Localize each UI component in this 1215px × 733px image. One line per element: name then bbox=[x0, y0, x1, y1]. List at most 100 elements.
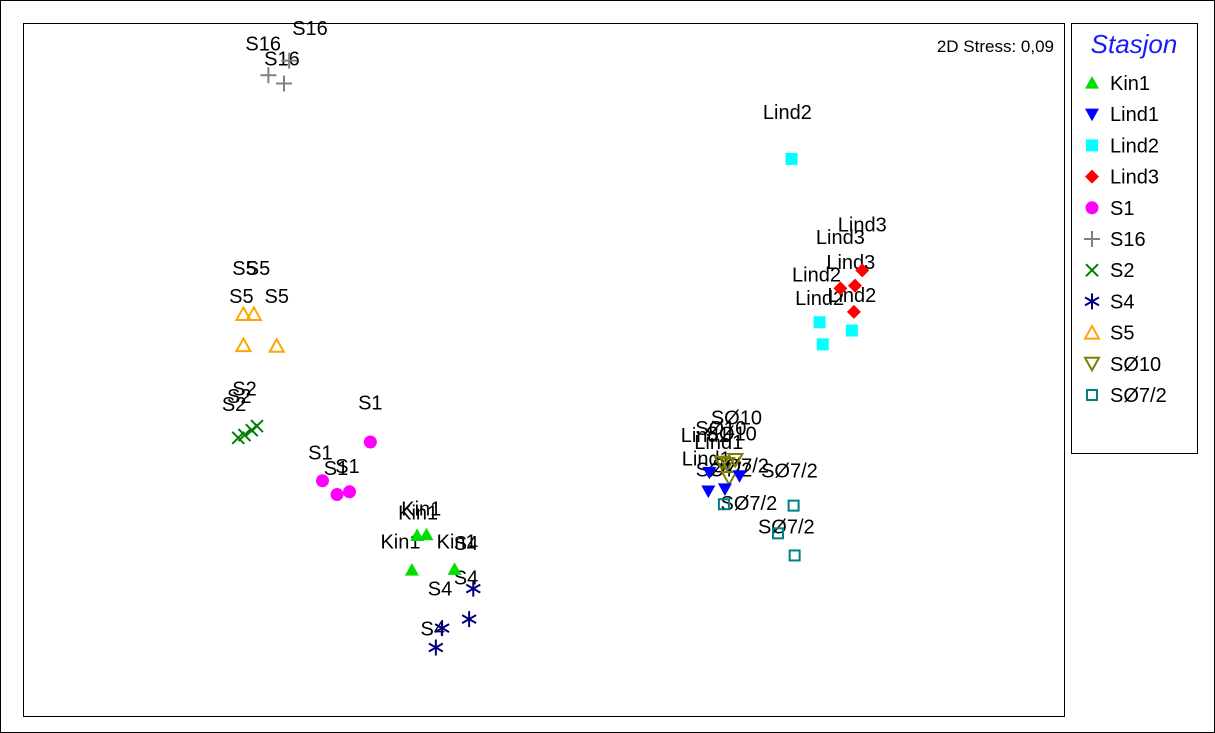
point-label-lind2-8: Lind2 bbox=[795, 288, 844, 310]
legend-item-s1: S1 bbox=[1085, 198, 1134, 220]
point-so7-2-4 bbox=[788, 549, 801, 562]
point-s16-3 bbox=[276, 75, 292, 92]
point-label-so7-2-38: SØ7/2 bbox=[721, 493, 778, 515]
legend-item-s4: S4 bbox=[1084, 291, 1134, 313]
point-s4-1 bbox=[465, 580, 481, 597]
legend-label-s4: S4 bbox=[1110, 291, 1134, 313]
legend: Stasjon Kin1 Lind1 Lind2 Lind3 S1 S16 S2 S4 S5 SØ… bbox=[1071, 23, 1198, 454]
point-so7-2-1 bbox=[717, 498, 730, 511]
point-label-kin1-24: Kin1 bbox=[437, 532, 477, 554]
point-lind1-2 bbox=[732, 470, 747, 483]
point-label-s1-19: S1 bbox=[335, 456, 359, 478]
point-label-s5-12: S5 bbox=[229, 286, 253, 308]
point-label-s2-16: S2 bbox=[222, 394, 246, 416]
legend-item-lind3: Lind3 bbox=[1085, 167, 1159, 189]
legend-item-s5: S5 bbox=[1083, 323, 1134, 345]
legend-marker-s4 bbox=[1084, 293, 1100, 310]
point-label-lind2-3: Lind2 bbox=[763, 102, 812, 124]
point-so10-1 bbox=[713, 455, 731, 472]
legend-item-kin1: Kin1 bbox=[1085, 73, 1150, 95]
point-s5-1 bbox=[234, 305, 253, 321]
legend-label-kin1: Kin1 bbox=[1110, 73, 1150, 95]
legend-marker-lind2 bbox=[1086, 139, 1098, 152]
point-label-s2-15: S2 bbox=[227, 386, 251, 408]
point-label-s5-13: S5 bbox=[264, 286, 288, 308]
point-s5-4 bbox=[268, 337, 286, 353]
legend-label-lind2: Lind2 bbox=[1110, 135, 1159, 157]
point-s1-2 bbox=[315, 474, 329, 488]
point-label-s5-11: S5 bbox=[246, 258, 270, 280]
point-labels: S16S16S16Lind2Lind3Lind3Lind3Lind2Lind2L… bbox=[222, 18, 887, 641]
plot-area bbox=[23, 23, 1065, 717]
point-lind1-1 bbox=[702, 466, 717, 480]
point-s16-2 bbox=[281, 52, 298, 69]
point-s2-2 bbox=[237, 428, 252, 442]
legend-item-so10: SØ10 bbox=[1083, 354, 1161, 376]
point-label-so10-30: SØ10 bbox=[695, 418, 746, 440]
point-label-s1-20: S1 bbox=[324, 458, 348, 480]
point-s4-4 bbox=[428, 639, 444, 656]
legend-items: Kin1 Lind1 Lind2 Lind3 S1 S16 S2 S4 S5 SØ10 SØ7/2 bbox=[1083, 73, 1167, 407]
point-label-s1-18: S1 bbox=[308, 442, 332, 464]
point-label-lind2-7: Lind2 bbox=[792, 264, 841, 286]
point-lind2-2 bbox=[813, 316, 826, 329]
data-points bbox=[231, 52, 870, 656]
legend-item-lind2: Lind2 bbox=[1086, 135, 1159, 157]
point-label-lind3-5: Lind3 bbox=[816, 227, 865, 249]
point-label-kin1-21: Kin1 bbox=[401, 498, 441, 520]
point-s1-1 bbox=[363, 435, 377, 449]
point-so10-3 bbox=[726, 452, 745, 469]
point-lind2-3 bbox=[845, 324, 858, 337]
legend-item-lind1: Lind1 bbox=[1085, 104, 1159, 126]
point-lind3-2 bbox=[847, 278, 862, 293]
point-label-s4-28: S4 bbox=[420, 619, 444, 641]
legend-item-s16: S16 bbox=[1084, 229, 1146, 251]
point-kin1-1 bbox=[410, 528, 425, 541]
point-label-kin1-23: Kin1 bbox=[380, 532, 420, 554]
legend-label-so10: SØ10 bbox=[1110, 354, 1161, 376]
point-label-so7-2-39: SØ7/2 bbox=[758, 516, 815, 538]
point-label-s2-14: S2 bbox=[232, 379, 256, 401]
point-lind1-4 bbox=[717, 483, 732, 497]
point-lind3-1 bbox=[855, 263, 870, 278]
legend-label-s5: S5 bbox=[1110, 323, 1134, 345]
point-label-lind1-33: Lind1 bbox=[694, 432, 743, 454]
legend-marker-s16 bbox=[1084, 231, 1100, 247]
legend-label-so7-2: SØ7/2 bbox=[1110, 385, 1167, 407]
legend-label-s16: S16 bbox=[1110, 229, 1146, 251]
point-so10-4 bbox=[720, 470, 738, 487]
point-lind2-4 bbox=[816, 338, 829, 351]
point-label-so7-2-37: SØ7/2 bbox=[761, 460, 818, 482]
point-label-s16-2: S16 bbox=[264, 49, 300, 71]
point-s16-1 bbox=[260, 67, 277, 84]
point-label-kin1-22: Kin1 bbox=[398, 502, 438, 524]
legend-label-s1: S1 bbox=[1110, 198, 1134, 220]
point-so7-2-3 bbox=[772, 527, 784, 540]
point-s4-2 bbox=[461, 611, 477, 628]
legend-title: Stasjon bbox=[1091, 29, 1178, 59]
point-s2-4 bbox=[250, 419, 264, 433]
point-s5-2 bbox=[245, 305, 263, 321]
legend-marker-lind3 bbox=[1085, 169, 1099, 184]
point-label-s4-25: S4 bbox=[454, 533, 478, 555]
legend-marker-kin1 bbox=[1085, 76, 1099, 89]
legend-marker-so7-2 bbox=[1086, 389, 1098, 401]
legend-marker-s1 bbox=[1085, 201, 1099, 215]
legend-marker-lind1 bbox=[1085, 108, 1099, 122]
point-so7-2-2 bbox=[787, 499, 800, 512]
point-label-s1-17: S1 bbox=[358, 392, 382, 414]
point-lind2-1 bbox=[785, 152, 798, 165]
point-label-so10-31: SØ10 bbox=[706, 424, 757, 446]
legend-marker-s2 bbox=[1085, 263, 1099, 277]
point-kin1-3 bbox=[404, 562, 419, 576]
point-lind3-4 bbox=[846, 304, 861, 319]
legend-label-lind3: Lind3 bbox=[1110, 167, 1159, 189]
point-s1-3 bbox=[330, 488, 344, 502]
point-label-s5-10: S5 bbox=[232, 258, 256, 280]
point-label-lind1-32: Lind1 bbox=[681, 425, 730, 447]
legend-item-s2: S2 bbox=[1085, 260, 1134, 282]
point-label-s16-1: S16 bbox=[245, 33, 281, 55]
point-lind3-3 bbox=[833, 281, 848, 296]
point-kin1-2 bbox=[419, 527, 434, 541]
